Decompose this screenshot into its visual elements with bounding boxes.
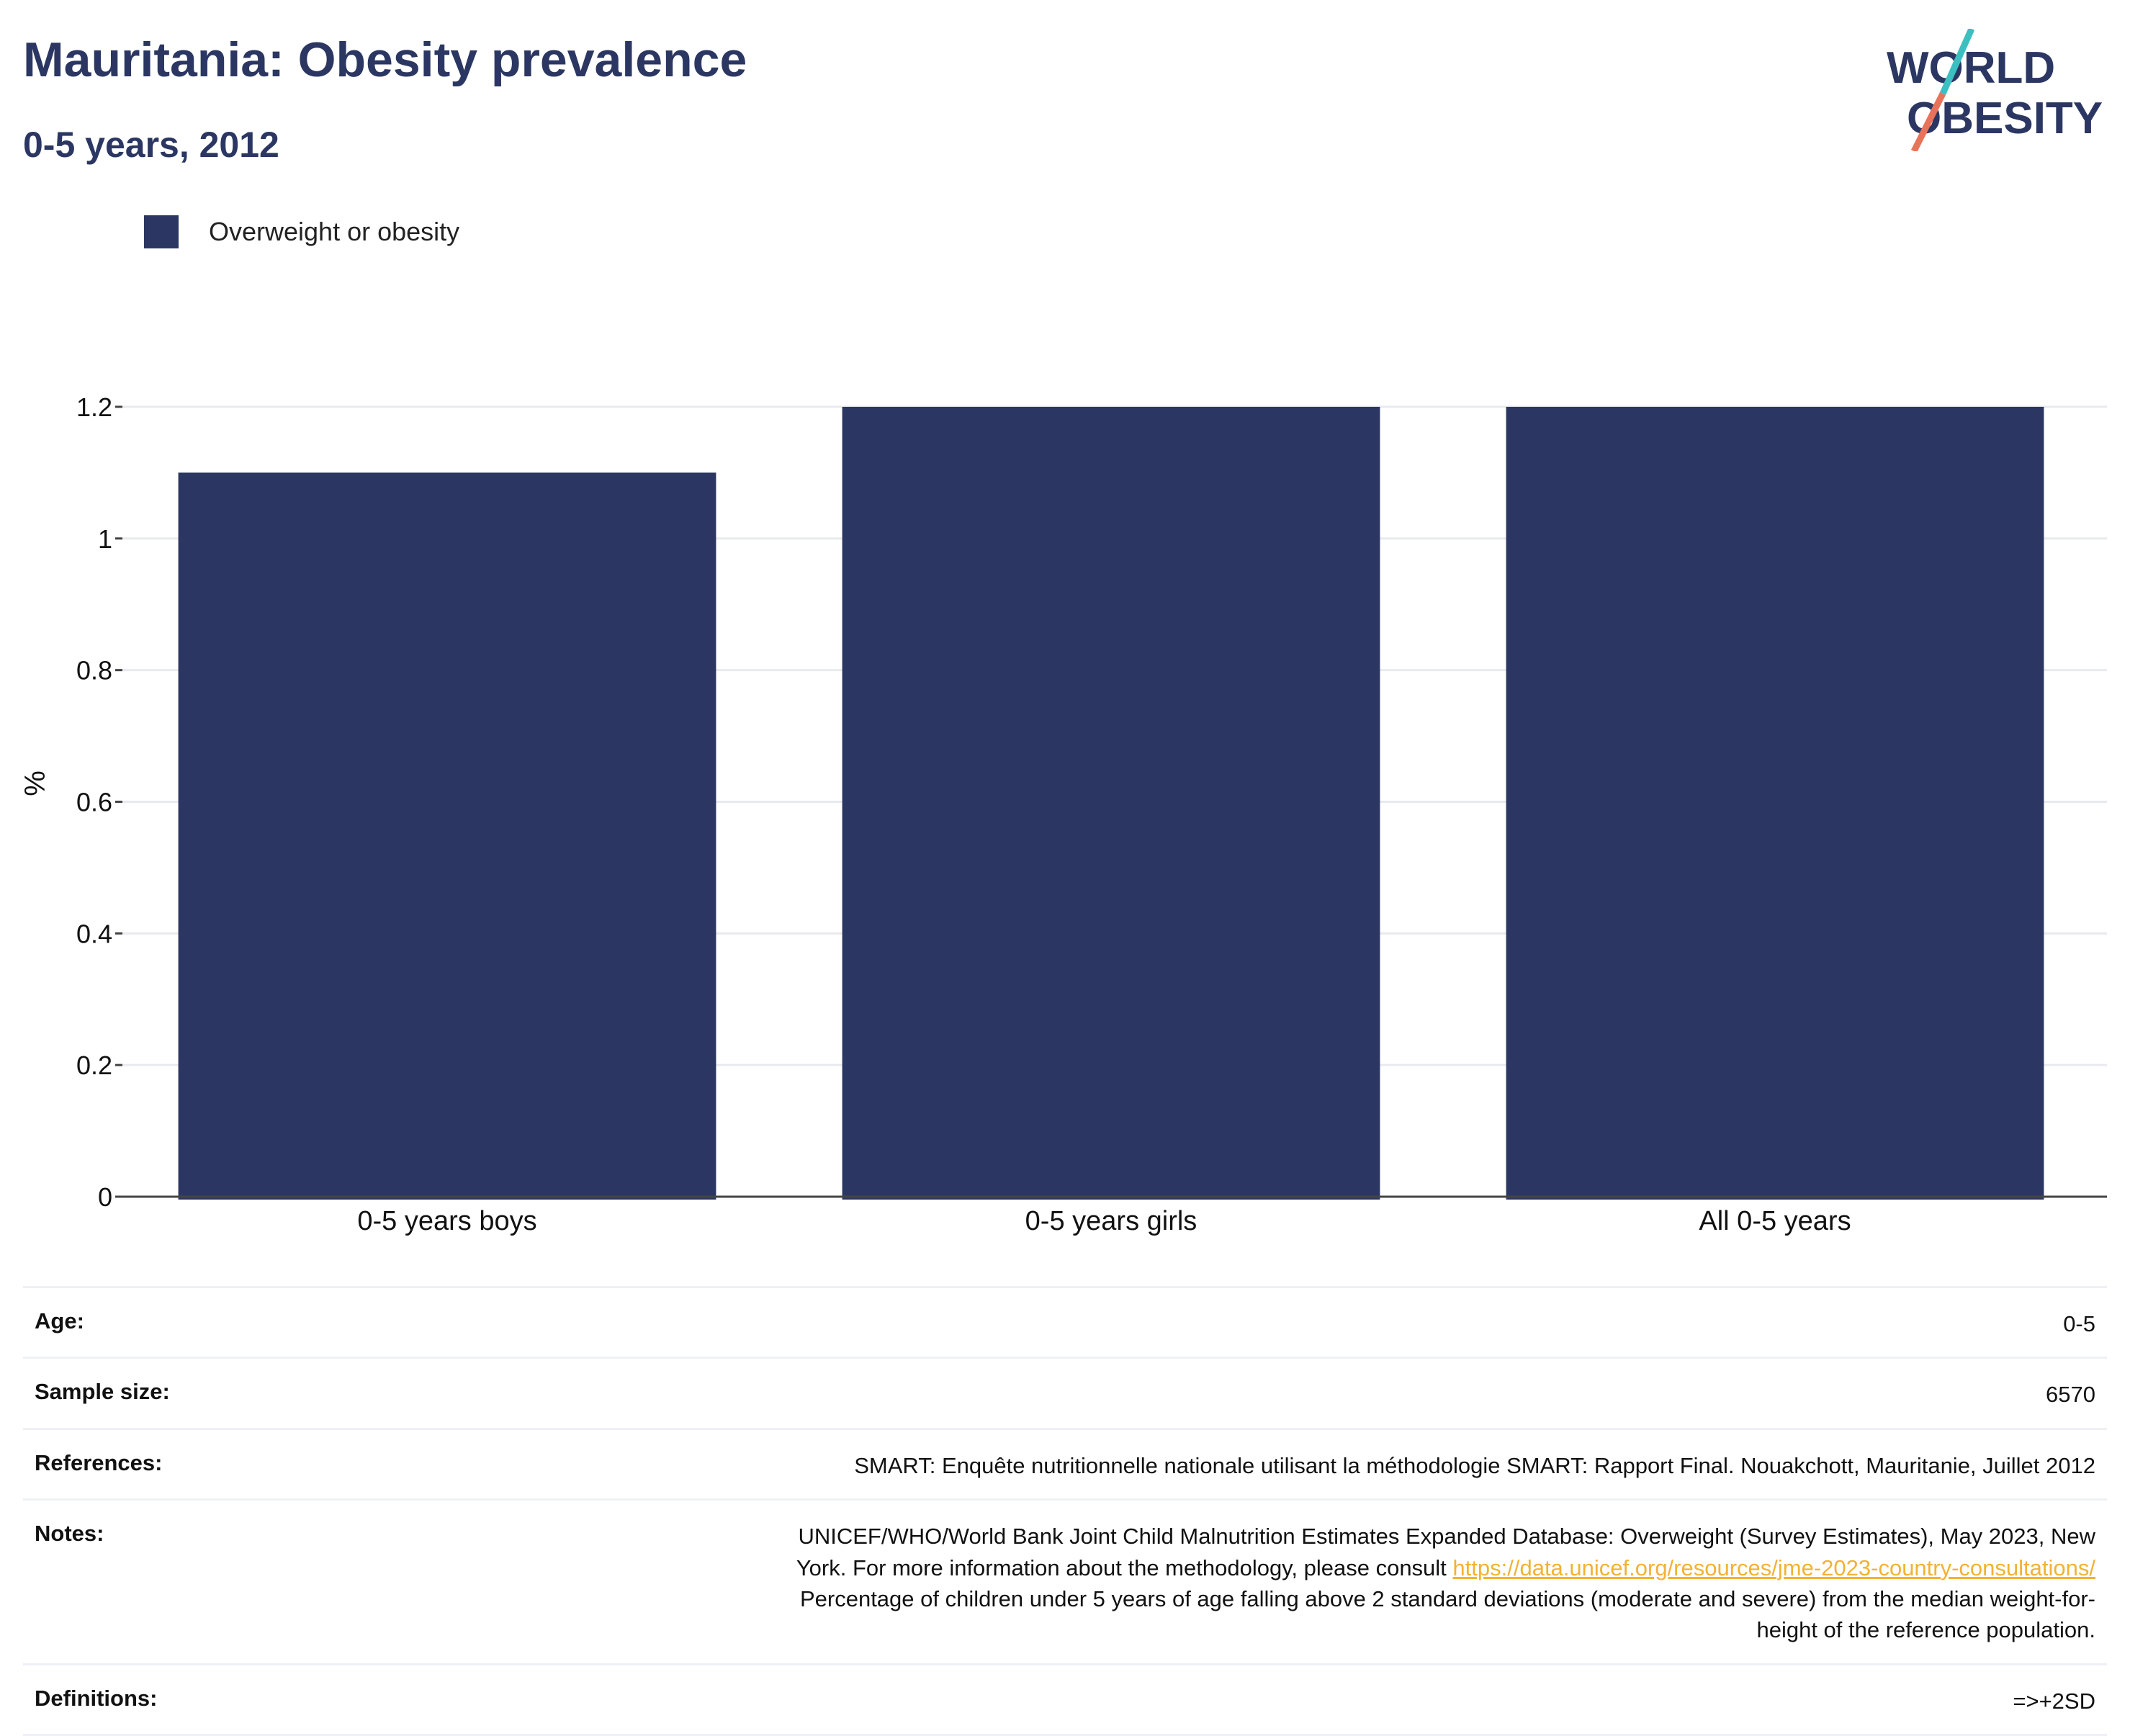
bar-0-5-years-boys[interactable] [178, 472, 716, 1200]
bars [178, 407, 2044, 1200]
notes-line1: UNICEF/WHO/World Bank Joint Child Malnut… [798, 1524, 2095, 1550]
y-tick-label: 0 [98, 1182, 112, 1212]
page-title: Mauritania: Obesity prevalence [23, 32, 747, 87]
notes-line3: Percentage of children under 5 years of … [799, 1586, 2095, 1611]
meta-row-notes: Notes: UNICEF/WHO/World Bank Joint Child… [23, 1498, 2107, 1663]
y-axis-label: % [19, 770, 51, 796]
meta-age-label: Age: [35, 1308, 84, 1334]
meta-notes-label: Notes: [35, 1521, 104, 1547]
meta-notes-value: UNICEF/WHO/World Bank Joint Child Malnut… [796, 1521, 2095, 1646]
logo-slash-top [1939, 29, 1975, 95]
x-tick-label: 0-5 years boys [357, 1206, 536, 1236]
notes-link[interactable]: https://data.unicef.org/resources/jme-20… [1452, 1555, 2095, 1580]
x-tick-label: 0-5 years girls [1025, 1206, 1197, 1236]
legend-swatch [144, 215, 179, 248]
page-subtitle: 0-5 years, 2012 [23, 125, 279, 165]
logo-slash-bottom [1910, 91, 1946, 151]
y-tick-label: 1 [98, 524, 112, 554]
y-tick-labels: 0 0.2 0.4 0.6 0.8 1 1.2 [76, 392, 122, 1212]
meta-references-label: References: [35, 1449, 163, 1475]
meta-row-sample-size: Sample size: 6570 [23, 1357, 2107, 1427]
bar-chart: 00.20.40.60.811.2 % 0-5 years boys 0-5 ye… [19, 392, 2107, 1236]
bar-all-0-5-years[interactable] [1506, 407, 2044, 1200]
bar-0-5-years-girls[interactable] [842, 407, 1380, 1200]
meta-age-value: 0-5 [2063, 1311, 2095, 1336]
meta-sample-size-value: 6570 [2046, 1382, 2095, 1408]
meta-references-value: SMART: Enquête nutritionnelle nationale … [854, 1452, 2095, 1478]
meta-definitions-value: =>+2SD [2013, 1688, 2095, 1714]
x-tick-labels: 0-5 years boys 0-5 years girls All 0-5 yea… [357, 1206, 1851, 1236]
notes-line2: York. For more information about the met… [796, 1555, 1447, 1580]
chart-legend[interactable]: Overweight or obesity [144, 213, 459, 251]
meta-sample-size-label: Sample size: [35, 1379, 170, 1405]
meta-row-age: Age: 0-5 [23, 1286, 2107, 1357]
legend-label: Overweight or obesity [209, 217, 460, 246]
y-tick-label: 1.2 [76, 392, 112, 422]
y-tick-label: 0.2 [76, 1051, 112, 1080]
meta-row-definitions: Definitions: =>+2SD [23, 1663, 2107, 1736]
y-tick-label: 0.6 [76, 788, 112, 817]
meta-definitions-label: Definitions: [35, 1685, 158, 1711]
logo-line1: WORLD [1887, 43, 2055, 93]
world-obesity-logo: WORLD OBESITY [1887, 29, 2103, 151]
x-tick-label: All 0-5 years [1699, 1206, 1851, 1236]
y-tick-label: 0.8 [76, 656, 112, 685]
metadata-table: Age: 0-5 Sample size: 6570 References: S… [23, 1286, 2107, 1736]
y-tick-label: 0.4 [76, 919, 112, 948]
meta-row-references: References: SMART: Enquête nutritionnell… [23, 1427, 2107, 1498]
notes-line4: height of the reference population. [1756, 1617, 2095, 1643]
